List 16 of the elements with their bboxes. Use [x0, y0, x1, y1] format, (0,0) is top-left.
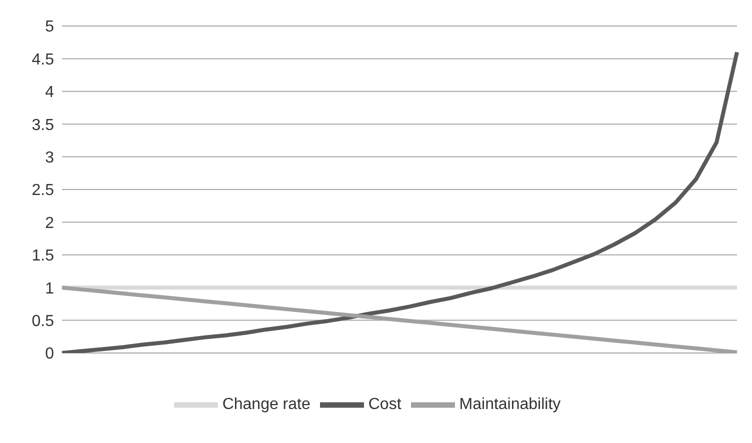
y-tick-label: 5: [45, 18, 54, 36]
line-series: [60, 50, 739, 353]
y-tick-label: 4: [45, 84, 54, 102]
legend-label: Cost: [368, 396, 402, 414]
legend-label: Change rate: [222, 396, 310, 414]
y-tick-label: 3: [45, 149, 54, 166]
y-tick-label: 2: [45, 214, 54, 232]
y-tick-label: 4.5: [32, 51, 54, 68]
y-tick-label: 1: [45, 280, 54, 298]
line-series: [60, 286, 739, 353]
y-tick-label: 3.5: [32, 116, 54, 134]
y-tick-label: 2.5: [32, 182, 54, 200]
legend-label: Maintainability: [459, 396, 561, 414]
y-tick-label: 0.5: [32, 312, 54, 330]
y-tick-label: 1.5: [32, 248, 54, 265]
y-tick-label: 0: [45, 346, 54, 363]
